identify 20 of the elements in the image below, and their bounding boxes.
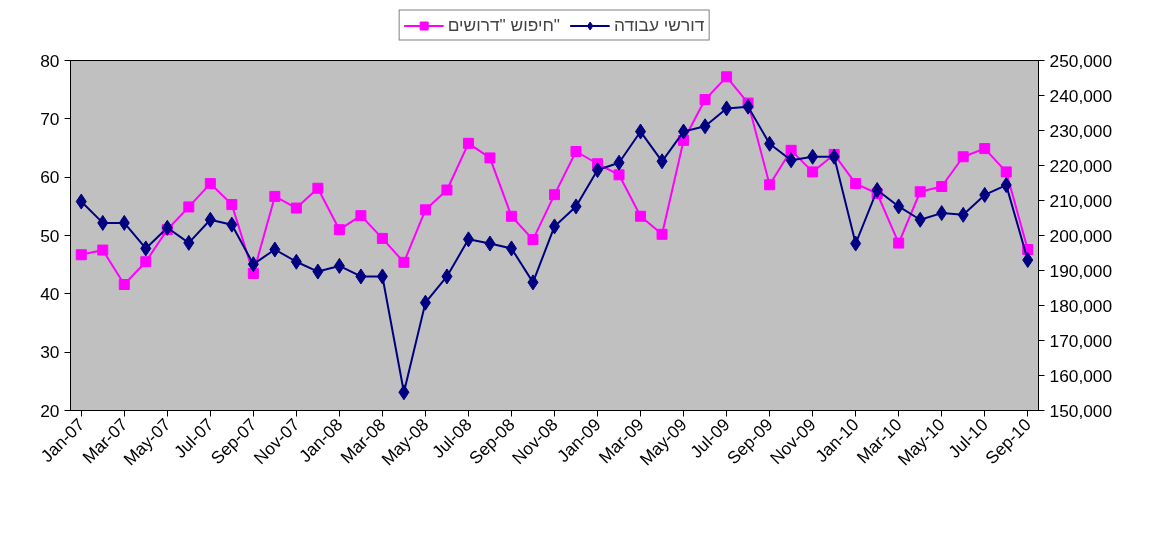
y2-tick-label: 170,000 [1049, 330, 1113, 351]
y2-tick-label: 250,000 [1049, 50, 1113, 71]
y2-tick-label: 210,000 [1049, 190, 1113, 211]
y-tick-label: 70 [40, 108, 60, 129]
y2-tick-label: 180,000 [1049, 295, 1113, 316]
legend-label: חיפוש "דרושים" [447, 14, 560, 36]
y-tick-label: 20 [40, 400, 60, 421]
y-tick-label: 60 [40, 167, 60, 188]
y2-tick-label: 220,000 [1049, 155, 1113, 176]
y2-tick-label: 240,000 [1049, 85, 1113, 106]
legend-label: דורשי עבודה [613, 14, 705, 36]
y2-tick-label: 160,000 [1049, 365, 1113, 386]
y2-tick-label: 150,000 [1049, 400, 1113, 421]
y-tick-label: 50 [40, 225, 60, 246]
y-tick-label: 40 [40, 283, 60, 304]
y2-tick-label: 230,000 [1049, 120, 1113, 141]
y-tick-label: 80 [40, 50, 60, 71]
y2-tick-label: 200,000 [1049, 225, 1113, 246]
y2-tick-label: 190,000 [1049, 260, 1113, 281]
y-tick-label: 30 [40, 342, 60, 363]
